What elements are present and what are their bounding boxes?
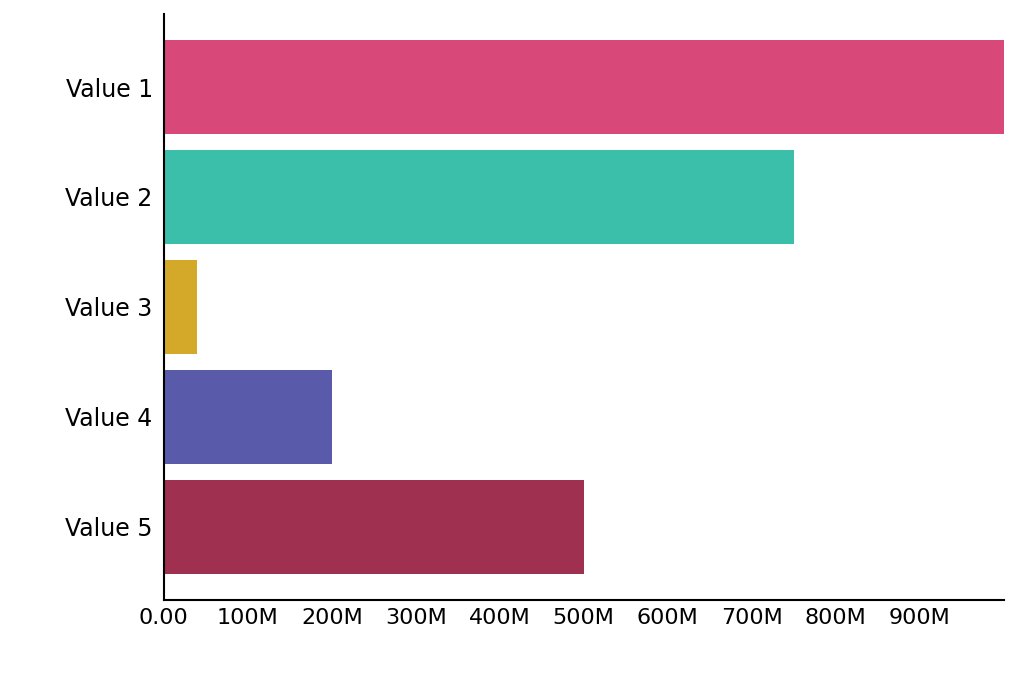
Bar	[164, 40, 1004, 134]
Bar	[164, 370, 332, 464]
Bar	[164, 260, 198, 354]
Bar	[164, 480, 584, 574]
Bar	[164, 150, 794, 243]
